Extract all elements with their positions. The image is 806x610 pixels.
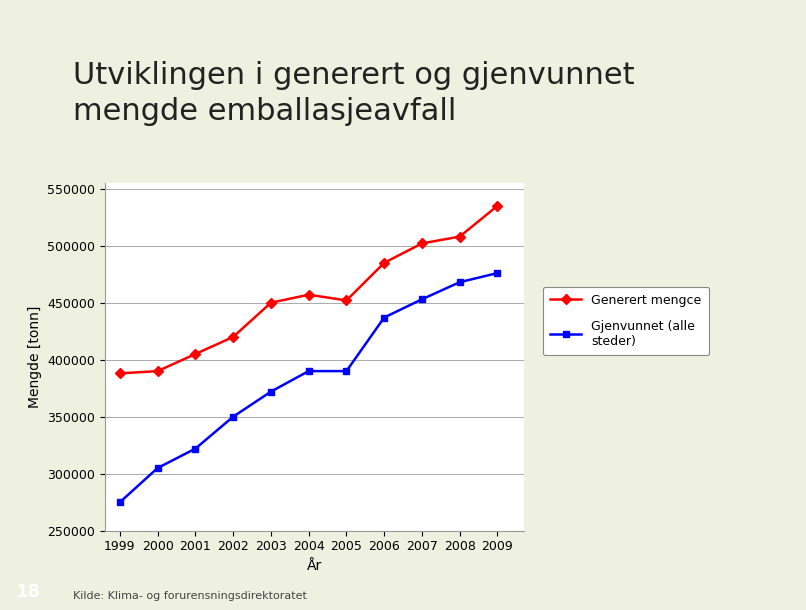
- Generert mengce: [115, 370, 125, 377]
- Generert mengce: [380, 259, 389, 267]
- Gjenvunnet (alle
steder): [304, 367, 314, 375]
- Line: Generert mengce: Generert mengce: [116, 203, 501, 377]
- Generert mengce: [153, 367, 163, 375]
- Text: Utviklingen i generert og gjenvunnet
mengde emballasjeavfall: Utviklingen i generert og gjenvunnet men…: [73, 61, 634, 126]
- Gjenvunnet (alle
steder): [342, 367, 351, 375]
- Line: Gjenvunnet (alle
steder): Gjenvunnet (alle steder): [116, 270, 501, 506]
- Gjenvunnet (alle
steder): [418, 296, 427, 303]
- Gjenvunnet (alle
steder): [115, 498, 125, 506]
- Y-axis label: Mengde [tonn]: Mengde [tonn]: [27, 306, 41, 408]
- Gjenvunnet (alle
steder): [190, 445, 200, 452]
- Generert mengce: [266, 299, 276, 306]
- X-axis label: År: År: [307, 559, 322, 573]
- Legend: Generert mengce, Gjenvunnet (alle
steder): Generert mengce, Gjenvunnet (alle steder…: [542, 287, 709, 355]
- Generert mengce: [342, 296, 351, 304]
- Text: Kilde: Klima- og forurensningsdirektoratet: Kilde: Klima- og forurensningsdirektorat…: [73, 591, 306, 601]
- Generert mengce: [455, 233, 464, 240]
- Generert mengce: [304, 291, 314, 298]
- Gjenvunnet (alle
steder): [153, 464, 163, 472]
- Gjenvunnet (alle
steder): [380, 314, 389, 321]
- Generert mengce: [492, 202, 502, 209]
- Generert mengce: [418, 240, 427, 247]
- Gjenvunnet (alle
steder): [455, 279, 464, 286]
- Gjenvunnet (alle
steder): [492, 270, 502, 277]
- Gjenvunnet (alle
steder): [266, 388, 276, 395]
- Gjenvunnet (alle
steder): [228, 413, 238, 420]
- Generert mengce: [190, 350, 200, 357]
- Generert mengce: [228, 333, 238, 340]
- Text: 18: 18: [15, 583, 41, 601]
